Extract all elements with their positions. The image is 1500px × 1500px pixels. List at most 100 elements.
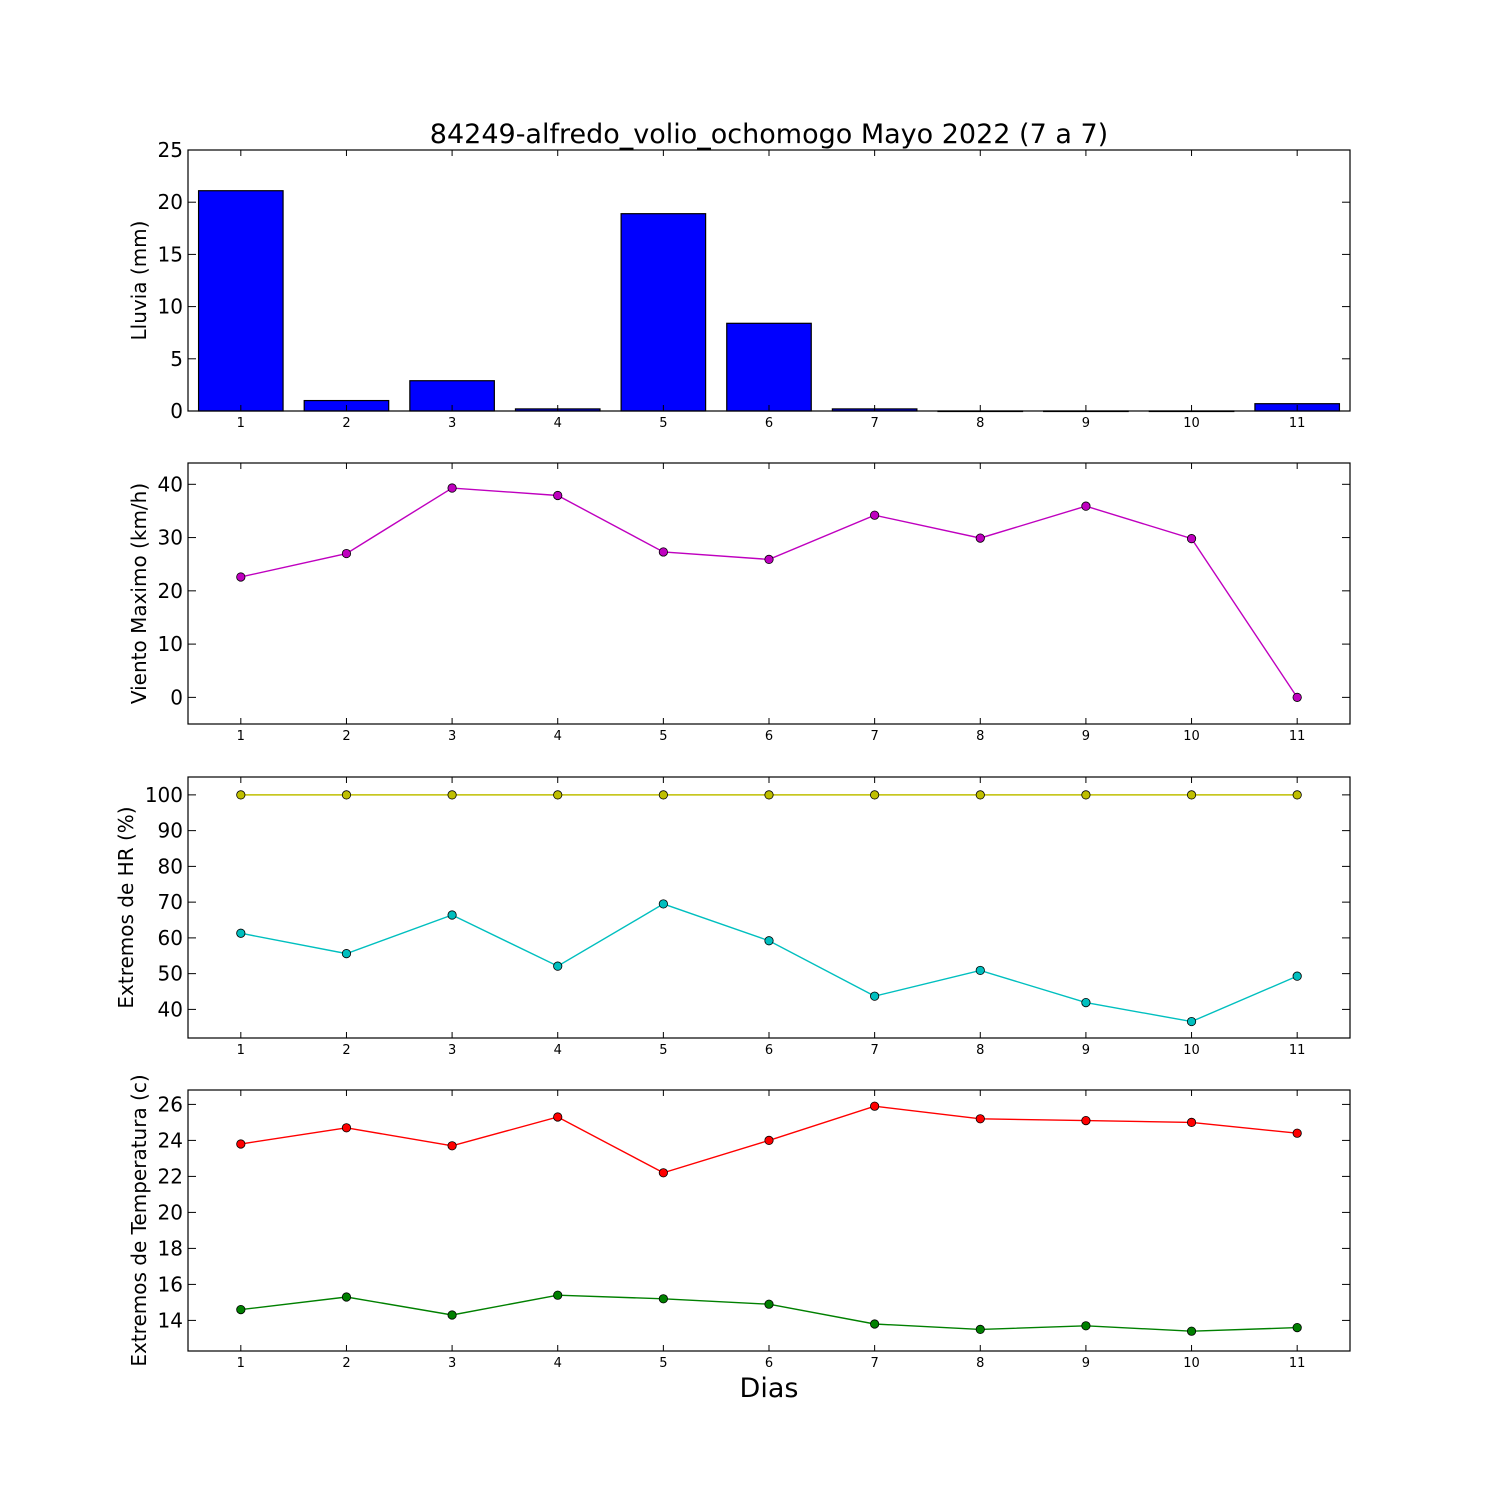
plot-frame	[187, 776, 1351, 1039]
x-tick-label: 1	[237, 416, 245, 431]
x-tick-label: 8	[976, 729, 984, 744]
point-s1-day-9	[1081, 501, 1091, 511]
point-s1-day-3	[447, 790, 457, 800]
x-tick-label: 10	[1183, 1043, 1200, 1058]
point-s1-day-11	[1292, 790, 1302, 800]
chart-title: 84249-alfredo_volio_ochomogo Mayo 2022 (…	[430, 119, 1108, 150]
point-s1-day-2	[341, 548, 352, 559]
series-line-2	[240, 903, 1298, 1023]
y-tick-label: 15	[158, 242, 183, 266]
point-s2-day-1	[236, 1305, 246, 1315]
plot-frame	[187, 1089, 1351, 1352]
y-tick-label: 18	[158, 1236, 183, 1260]
x-tick-label: 1	[237, 1356, 245, 1371]
point-s2-day-3	[447, 910, 457, 920]
point-s2-day-4	[553, 961, 563, 971]
x-tick-label: 11	[1289, 1043, 1306, 1058]
point-s1-day-2	[341, 790, 352, 800]
x-tick-label: 6	[765, 729, 773, 744]
y-tick-label: 80	[158, 854, 183, 878]
y-axis-label: Extremos de HR (%)	[114, 806, 138, 1008]
x-tick-label: 4	[554, 729, 562, 744]
x-tick-label: 9	[1082, 1356, 1090, 1371]
point-s1-day-4	[553, 490, 563, 501]
point-s1-day-1	[236, 790, 246, 800]
point-s1-day-4	[553, 790, 563, 800]
x-tick-label: 2	[342, 1356, 350, 1371]
x-tick-label: 3	[448, 1043, 456, 1058]
y-tick-label: 100	[145, 783, 183, 807]
point-s1-day-6	[764, 554, 774, 565]
y-tick-label: 30	[158, 526, 183, 550]
point-s1-day-8	[975, 1114, 985, 1124]
x-tick-label: 8	[976, 1356, 984, 1371]
x-tick-label: 4	[554, 416, 562, 431]
x-tick-label: 3	[448, 416, 456, 431]
y-tick-label: 10	[158, 295, 183, 319]
point-s1-day-7	[870, 510, 880, 520]
point-s1-day-7	[870, 790, 880, 800]
y-tick-label: 40	[158, 472, 183, 496]
point-s2-day-6	[764, 936, 774, 946]
y-tick-label: 90	[158, 819, 183, 843]
point-s2-day-8	[975, 1324, 985, 1335]
x-tick-label: 8	[976, 1043, 984, 1058]
y-tick-label: 5	[170, 347, 183, 371]
x-tick-label: 7	[870, 1356, 878, 1371]
point-s2-day-7	[870, 991, 880, 1001]
y-tick-label: 22	[158, 1164, 183, 1188]
y-tick-label: 20	[158, 579, 183, 603]
point-s2-day-6	[764, 1299, 774, 1309]
bar-day-5	[620, 213, 707, 412]
bar-day-1	[197, 190, 284, 412]
x-tick-label: 2	[342, 1043, 350, 1058]
x-tick-label: 7	[870, 416, 878, 431]
point-s2-day-10	[1186, 1326, 1197, 1336]
x-tick-label: 9	[1082, 1043, 1090, 1058]
panel-1: 1 2 3 4 5 6 7 8 9 10 11 0 5 10 15 20 25 Lluvia (mm)	[127, 138, 1351, 431]
x-tick-label: 4	[554, 1043, 562, 1058]
point-s1-day-3	[447, 483, 457, 493]
point-s1-day-1	[236, 1139, 246, 1149]
plot-frame	[187, 462, 1351, 725]
point-s1-day-4	[553, 1112, 563, 1122]
x-tick-label: 9	[1082, 416, 1090, 431]
bar-day-3	[409, 380, 495, 412]
point-s1-day-3	[447, 1141, 457, 1151]
point-s2-day-3	[447, 1310, 457, 1320]
y-tick-label: 25	[158, 138, 183, 162]
x-tick-label: 2	[342, 729, 350, 744]
point-s2-day-4	[553, 1290, 563, 1300]
y-tick-label: 26	[158, 1092, 183, 1116]
y-tick-label: 70	[158, 890, 183, 914]
point-s2-day-7	[870, 1319, 880, 1329]
x-tick-label: 3	[448, 1356, 456, 1371]
x-tick-label: 11	[1289, 416, 1306, 431]
x-tick-label: 6	[765, 416, 773, 431]
x-tick-label: 9	[1082, 729, 1090, 744]
point-s1-day-5	[658, 790, 668, 800]
point-s1-day-5	[658, 547, 668, 557]
point-s1-day-10	[1186, 1117, 1197, 1128]
y-tick-label: 10	[158, 632, 183, 656]
point-s2-day-9	[1081, 1321, 1091, 1331]
point-s1-day-8	[975, 533, 985, 543]
bar-day-6	[726, 322, 812, 412]
x-tick-label: 11	[1289, 729, 1306, 744]
point-s2-day-11	[1292, 971, 1302, 981]
x-axis-label: Dias	[740, 1373, 799, 1404]
point-s2-day-8	[975, 965, 985, 976]
y-tick-label: 16	[158, 1272, 183, 1296]
panel-3: 1 2 3 4 5 6 7 8 9 10 11 40 50 60 70 80 90 100 Extremos de …	[114, 776, 1351, 1058]
x-tick-label: 5	[659, 1043, 667, 1058]
point-s1-day-11	[1292, 692, 1302, 702]
x-tick-label: 10	[1183, 416, 1200, 431]
x-tick-label: 10	[1183, 1356, 1200, 1371]
point-s1-day-9	[1081, 790, 1091, 800]
point-s2-day-5	[658, 1294, 668, 1304]
y-axis-label: Lluvia (mm)	[127, 221, 151, 341]
x-tick-label: 11	[1289, 1356, 1306, 1371]
point-s1-day-9	[1081, 1116, 1091, 1126]
